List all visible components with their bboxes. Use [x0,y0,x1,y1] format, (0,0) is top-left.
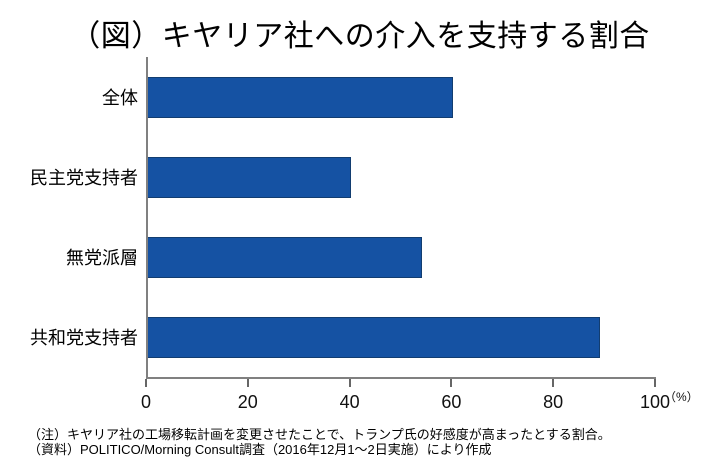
bar-row-3 [148,316,656,358]
footnotes: （注）キヤリア社の工場移転計画を変更させたことで、トランプ氏の好感度が高まったと… [28,427,611,457]
plot-area [146,57,656,379]
bar-row-1 [148,156,656,198]
bar-3 [148,316,601,358]
x-tick-80 [552,379,555,387]
note-line-2: （資料）POLITICO/Morning Consult調査（2016年12月1… [28,441,492,457]
category-label-2: 無党派層 [66,248,138,268]
bar-row-0 [148,76,656,118]
bar-0 [148,76,453,118]
x-tick-100 [654,379,656,387]
x-tick-label-20: 20 [237,392,258,412]
category-labels: 全体民主党支持者無党派層共和党支持者 [0,57,138,377]
category-label-1: 民主党支持者 [30,168,138,188]
category-label-0: 全体 [102,88,138,108]
x-tick-60 [450,379,453,387]
category-label-3: 共和党支持者 [30,328,138,348]
x-tick-40 [348,379,351,387]
x-tick-label-0: 0 [140,392,152,412]
bar-row-2 [148,236,656,278]
chart-title: （図）キヤリア社への介入を支持する割合 [70,20,650,53]
x-tick-0 [145,379,147,387]
axis-unit-label: （%） [664,390,699,404]
x-tick-label-60: 60 [441,392,462,412]
note-line-1: （注）キヤリア社の工場移転計画を変更させたことで、トランプ氏の好感度が高まったと… [28,427,611,442]
x-tick-label-100: 100 [639,392,671,412]
x-axis: 0 20 40 60 80 100 [141,379,670,421]
x-tick-label-80: 80 [543,392,564,412]
x-tick-label-40: 40 [339,392,360,412]
bar-2 [148,236,423,278]
bar-1 [148,156,352,198]
x-tick-20 [246,379,249,387]
